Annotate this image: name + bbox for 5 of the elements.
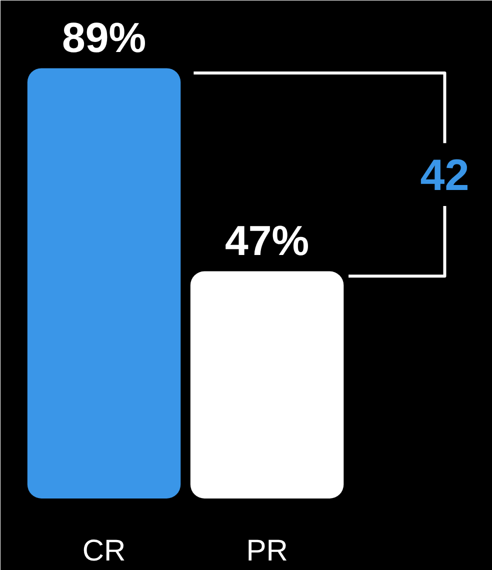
data-label: 47%	[225, 217, 310, 264]
x-tick-label: PR	[246, 534, 288, 568]
x-tick-label: CR	[82, 534, 126, 568]
data-label: 89%	[62, 14, 146, 61]
text: 42	[420, 151, 470, 200]
